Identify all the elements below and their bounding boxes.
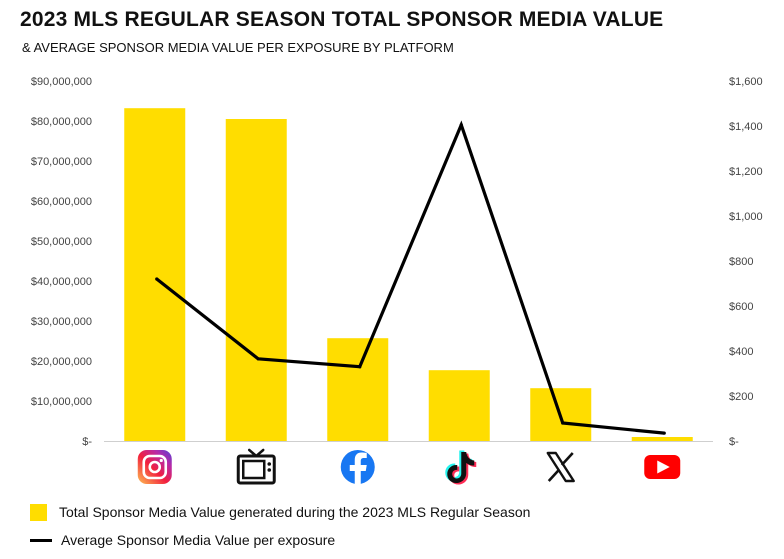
y-right-tick-label: $200 bbox=[729, 391, 753, 403]
bar-tiktok bbox=[428, 370, 490, 441]
y-left-tick-label: $60,000,000 bbox=[31, 196, 92, 208]
line-point-tv bbox=[256, 357, 260, 361]
bar-facebook bbox=[327, 338, 389, 441]
tiktok-icon bbox=[445, 450, 477, 485]
line-point-instagram bbox=[155, 277, 159, 281]
y-left-tick-label: $30,000,000 bbox=[31, 316, 92, 328]
line-point-youtube bbox=[662, 431, 666, 435]
youtube-icon bbox=[644, 455, 681, 479]
y-right-tick-label: $1,600 bbox=[729, 76, 763, 88]
combo-chart: $- $10,000,000 $20,000,000 $30,000,000 $40,0… bbox=[31, 76, 763, 485]
bar-tv bbox=[225, 119, 287, 441]
tv-icon bbox=[236, 448, 276, 485]
legend-swatch-bar bbox=[30, 503, 47, 521]
y-left-tick-label: $40,000,000 bbox=[31, 276, 92, 288]
y-left-tick-label: $50,000,000 bbox=[31, 236, 92, 248]
y-right-tick-label: $- bbox=[729, 436, 739, 448]
chart-subtitle: & AVERAGE SPONSOR MEDIA VALUE PER EXPOSU… bbox=[22, 40, 454, 55]
y-right-tick-label: $1,000 bbox=[729, 211, 763, 223]
y-left-tick-label: $- bbox=[82, 436, 92, 448]
y-right-tick-label: $400 bbox=[729, 346, 753, 358]
legend-swatch-line bbox=[30, 538, 52, 542]
y-left-tick-label: $70,000,000 bbox=[31, 156, 92, 168]
instagram-icon bbox=[137, 450, 172, 484]
chart-title: 2023 MLS REGULAR SEASON TOTAL SPONSOR ME… bbox=[20, 8, 664, 31]
y-right-tick-label: $800 bbox=[729, 256, 753, 268]
legend-label-line: Average Sponsor Media Value per exposure bbox=[61, 532, 336, 548]
y-right-tick-label: $600 bbox=[729, 301, 753, 313]
bar-instagram bbox=[124, 108, 186, 441]
y-right-tick-label: $1,200 bbox=[729, 166, 763, 178]
line-avg-value-per-exposure bbox=[155, 120, 665, 435]
line-point-facebook bbox=[358, 365, 362, 369]
facebook-icon bbox=[340, 450, 375, 484]
line-point-x bbox=[561, 421, 565, 425]
y-left-tick-label: $10,000,000 bbox=[31, 396, 92, 408]
x-icon bbox=[546, 451, 575, 483]
legend-item-line: Average Sponsor Media Value per exposure bbox=[30, 526, 530, 554]
y-right-tick-label: $1,400 bbox=[729, 121, 763, 133]
legend: Total Sponsor Media Value generated duri… bbox=[30, 498, 530, 554]
y-left-tick-label: $20,000,000 bbox=[31, 356, 92, 368]
y-left-tick-label: $90,000,000 bbox=[31, 76, 92, 88]
legend-label-bars: Total Sponsor Media Value generated duri… bbox=[59, 504, 531, 520]
line-point-tiktok bbox=[459, 123, 463, 127]
y-left-tick-label: $80,000,000 bbox=[31, 116, 92, 128]
bar-youtube bbox=[631, 437, 693, 441]
legend-item-bars: Total Sponsor Media Value generated duri… bbox=[30, 498, 530, 526]
